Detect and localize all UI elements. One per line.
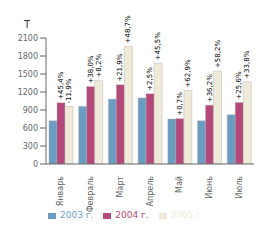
svg-text:Март: Март — [116, 176, 125, 198]
svg-text:1200: 1200 — [18, 88, 38, 97]
svg-text:600: 600 — [23, 124, 38, 133]
svg-text:Январь: Январь — [56, 176, 65, 206]
svg-text:Февраль: Февраль — [86, 176, 95, 213]
svg-text:+45,5%: +45,5% — [154, 32, 162, 60]
svg-text:+62,9%: +62,9% — [184, 59, 192, 87]
svg-text:1800: 1800 — [18, 52, 38, 61]
svg-text:+58,2%: +58,2% — [214, 40, 222, 68]
html-text:2005 г.: 2005 г. — [170, 210, 204, 220]
svg-text:Июнь: Июнь — [205, 176, 214, 199]
svg-text:+33,8%: +33,8% — [243, 50, 251, 78]
svg-text:+45,4%: +45,4% — [57, 71, 65, 99]
svg-text:+0,7%: +0,7% — [176, 92, 184, 116]
svg-text:900: 900 — [23, 106, 38, 115]
html-text:2004 г.: 2004 г. — [115, 210, 149, 220]
svg-text:2100: 2100 — [18, 34, 38, 43]
svg-text:Июль: Июль — [235, 176, 244, 199]
svg-text:0: 0 — [33, 160, 38, 169]
svg-text:300: 300 — [23, 142, 38, 151]
svg-text:+36,2%: +36,2% — [206, 74, 214, 102]
svg-text:1500: 1500 — [18, 70, 38, 79]
svg-text:+48,7%: +48,7% — [124, 15, 132, 43]
svg-text:+38,0%: +38,0% — [87, 55, 95, 83]
html-text:2003 г.: 2003 г. — [60, 210, 94, 220]
svg-text:Май: Май — [175, 176, 184, 193]
svg-text:+21,9%: +21,9% — [116, 53, 124, 81]
svg-text:Апрель: Апрель — [146, 176, 155, 207]
svg-text:+25,6%: +25,6% — [235, 71, 243, 99]
svg-text:+8,2%: +8,2% — [95, 54, 103, 78]
svg-text:Т: Т — [23, 19, 31, 30]
svg-text:+2,5%: +2,5% — [146, 67, 154, 91]
svg-text:-11,9%: -11,9% — [65, 78, 73, 103]
